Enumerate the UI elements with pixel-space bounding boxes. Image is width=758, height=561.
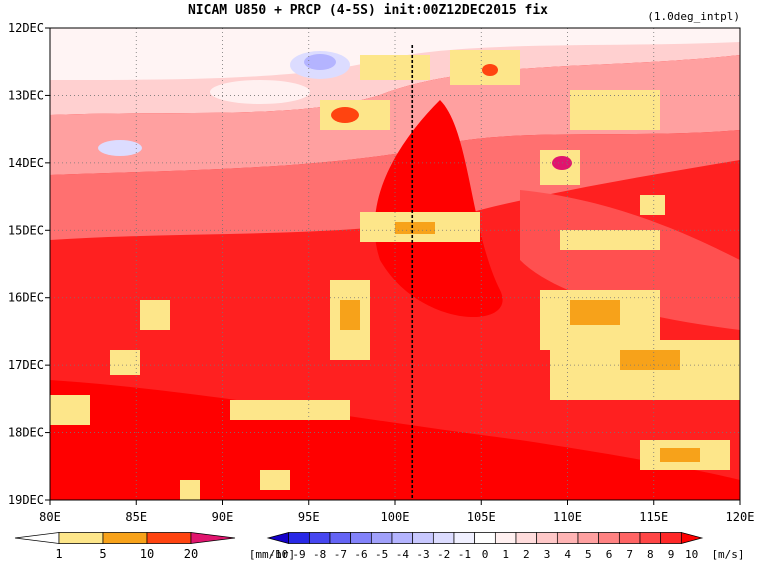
- precip-colorbar-swatch: [102, 532, 148, 544]
- wind-colorbar-label: 0: [482, 548, 489, 561]
- wind-colorbar-swatch: [432, 532, 455, 544]
- wind-colorbar-swatch: [453, 532, 476, 544]
- y-tick-label: 19DEC: [8, 493, 44, 507]
- wind-colorbar-swatch: [329, 532, 352, 544]
- wind-colorbar-label: 9: [668, 548, 675, 561]
- wind-colorbar-swatch: [412, 532, 434, 544]
- precip-colorbar-label: 1: [55, 547, 62, 561]
- wind-colorbar-label: -5: [375, 548, 388, 561]
- wind-colorbar-label: 8: [647, 548, 654, 561]
- wind-colorbar-label: 7: [626, 548, 633, 561]
- wind-colorbar-label: 5: [585, 548, 592, 561]
- wind-colorbar-swatch: [288, 532, 310, 544]
- wind-colorbar-label: 4: [564, 548, 571, 561]
- y-tick-label: 18DEC: [8, 426, 44, 440]
- x-tick-label: 100E: [381, 510, 410, 524]
- wind-colorbar-label: 2: [523, 548, 530, 561]
- chart-title: NICAM U850 + PRCP (4-5S) init:00Z12DEC20…: [188, 3, 548, 18]
- wind-colorbar-swatch: [515, 532, 538, 544]
- wind-colorbar-swatch: [639, 532, 662, 544]
- wind-colorbar-swatch: [474, 532, 496, 544]
- precip-field: [50, 50, 740, 500]
- wind-colorbar-label: -9: [292, 548, 305, 561]
- precip-colorbar-swatch: [14, 532, 60, 544]
- x-tick-label: 105E: [467, 510, 496, 524]
- x-tick-label: 95E: [298, 510, 320, 524]
- wind-colorbar-swatch: [577, 532, 600, 544]
- y-tick-label: 17DEC: [8, 358, 44, 372]
- wind-colorbar-swatch: [680, 532, 704, 544]
- wind-colorbar-label: -3: [416, 548, 429, 561]
- wind-colorbar-swatch: [556, 532, 579, 544]
- precip-colorbar-label: 5: [99, 547, 106, 561]
- precip-colorbar-swatch: [146, 532, 192, 544]
- wind-colorbar-swatch: [598, 532, 620, 544]
- wind-colorbar-swatch: [391, 532, 414, 544]
- grid-lines: [50, 28, 740, 500]
- wind-colorbar-label: 6: [606, 548, 613, 561]
- y-tick-label: 15DEC: [8, 223, 44, 237]
- x-axis: 80E 85E 90E 95E 100E 105E 110E 115E 120E: [39, 500, 754, 524]
- wind-colorbar-label: 1: [502, 548, 509, 561]
- x-tick-label: 120E: [726, 510, 755, 524]
- x-tick-label: 115E: [639, 510, 668, 524]
- wind-colorbar-swatch: [660, 532, 682, 544]
- precip-colorbar-label: 20: [184, 547, 198, 561]
- precip-colorbar: 1 5 10 20 [mm/hr]: [14, 532, 295, 561]
- y-tick-label: 12DEC: [8, 21, 44, 35]
- x-tick-label: 110E: [553, 510, 582, 524]
- wind-colorbar-swatch: [536, 532, 558, 544]
- y-axis: 12DEC 13DEC 14DEC 15DEC 16DEC 17DEC 18DEC 19DEC: [8, 21, 50, 507]
- y-tick-label: 14DEC: [8, 156, 44, 170]
- x-tick-label: 85E: [125, 510, 147, 524]
- wind-colorbar-label: 3: [544, 548, 551, 561]
- y-tick-label: 13DEC: [8, 88, 44, 102]
- wind-colorbar-swatch: [308, 532, 331, 544]
- x-tick-label: 80E: [39, 510, 61, 524]
- wind-colorbar-swatch: [370, 532, 393, 544]
- precip-colorbar-swatch: [58, 532, 104, 544]
- wind-colorbar: -10 -9 -8 -7 -6 -5 -4 -3 -2 -1 0 1 2 3 4 5 6 7 8 9 10 [m/s]: [266, 532, 745, 561]
- y-tick-label: 16DEC: [8, 291, 44, 305]
- wind-colorbar-label: -6: [354, 548, 367, 561]
- wind-colorbar-label: -8: [313, 548, 326, 561]
- wind-colorbar-swatch: [350, 532, 372, 544]
- wind-colorbar-label: -7: [334, 548, 347, 561]
- wind-colorbar-swatch: [618, 532, 641, 544]
- precip-colorbar-unit: [mm/hr]: [249, 548, 295, 561]
- wind-colorbar-swatch: [494, 532, 517, 544]
- precip-colorbar-swatch: [190, 532, 236, 544]
- wind-colorbar-swatch: [266, 532, 290, 544]
- wind-colorbar-label: 10: [685, 548, 698, 561]
- wind-colorbar-label: -4: [396, 548, 410, 561]
- x-tick-label: 90E: [212, 510, 234, 524]
- wind-colorbar-label: -10: [268, 548, 288, 561]
- precip-colorbar-label: 10: [140, 547, 154, 561]
- chart-subtitle: (1.0deg_intpl): [647, 10, 740, 23]
- wind-colorbar-label: -1: [458, 548, 471, 561]
- wind-colorbar-unit: [m/s]: [711, 548, 744, 561]
- wind-colorbar-label: -2: [437, 548, 450, 561]
